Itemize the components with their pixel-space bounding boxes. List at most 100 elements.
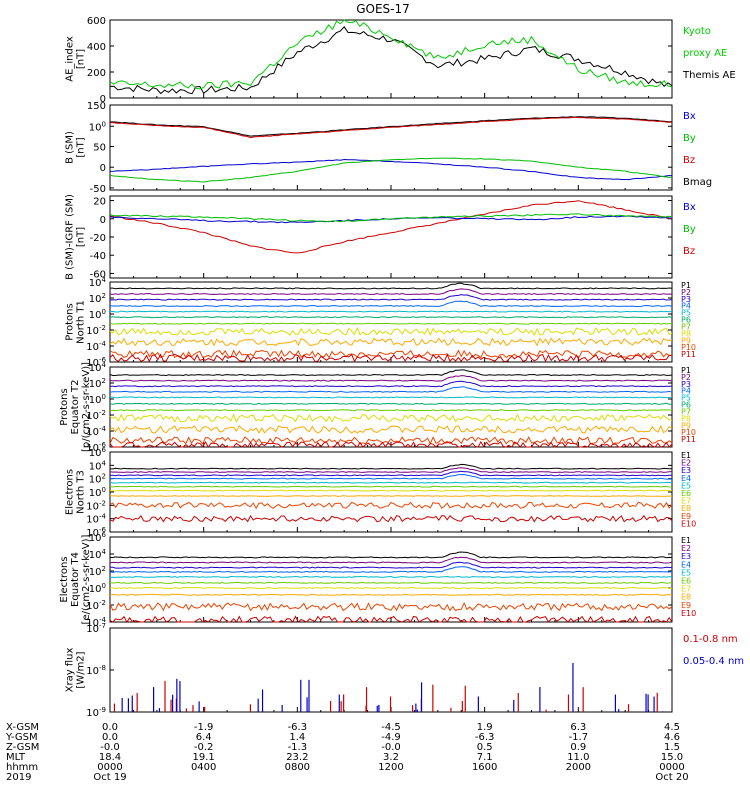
footer-value: -0.0 xyxy=(100,742,120,753)
footer-value: -6.3 xyxy=(475,732,495,743)
legend-entry: P7 xyxy=(681,407,691,416)
legend-entry: E6 xyxy=(681,489,691,498)
flux-channel-line xyxy=(109,473,673,480)
legend-entry: Bx xyxy=(683,202,696,213)
legend-entry: Bz xyxy=(683,155,695,166)
series-line xyxy=(109,19,673,90)
flux-channel-line xyxy=(109,369,673,377)
legend-entry: P6 xyxy=(681,316,691,325)
legend-entry: P10 xyxy=(681,428,696,437)
series-line xyxy=(110,116,673,137)
y-tick-label: 50 xyxy=(93,142,106,153)
y-tick-label: 10-8 xyxy=(86,664,106,677)
y-tick-label: -40 xyxy=(90,251,106,262)
y-tick-label: 106 xyxy=(89,446,107,459)
legend-entry: E10 xyxy=(681,609,696,618)
legend-entry: E5 xyxy=(681,568,691,577)
footer-row-label: MLT xyxy=(6,752,26,763)
y-axis-label: [p/(cm2-s-sr-keV)] xyxy=(81,362,92,452)
flux-channel-line xyxy=(109,402,672,405)
y-tick-label: 0 xyxy=(100,94,106,105)
footer-value: 1.4 xyxy=(289,732,305,743)
footer-value: -1.7 xyxy=(569,732,589,743)
footer-row-label: 2019 xyxy=(6,772,31,783)
flux-channel-line xyxy=(109,615,673,623)
legend-entry: By xyxy=(683,133,696,144)
panel-frame xyxy=(109,366,673,448)
legend-entry: P6 xyxy=(681,401,691,410)
series-line xyxy=(109,158,672,181)
y-tick-label: 102 xyxy=(89,292,106,305)
y-axis-label: AE_index xyxy=(65,36,76,82)
footer-value: 0000 xyxy=(97,762,122,773)
y-tick-label: -60 xyxy=(90,269,106,280)
flux-channel-line xyxy=(109,424,673,434)
flux-channel-line xyxy=(110,463,673,470)
panel-bigrf: -60 -40 -20 0 20 B (SM)-IGRF (SM) [nT] Bx By Bz xyxy=(65,194,696,280)
y-axis-label: Protons xyxy=(59,388,70,425)
legend-entry: P9 xyxy=(681,336,691,345)
footer-value: -1.3 xyxy=(288,742,308,753)
flux-channel-line xyxy=(109,288,673,296)
legend-entry: E4 xyxy=(681,560,691,569)
legend-entry: P10 xyxy=(681,343,696,352)
series-line xyxy=(109,25,673,95)
legend-entry: E10 xyxy=(681,519,696,528)
legend-entry: E3 xyxy=(681,466,691,475)
footer-value: -4.9 xyxy=(381,732,401,743)
flux-channel-line xyxy=(109,489,673,492)
legend-entry: Bmag xyxy=(683,177,712,188)
footer-value: 18.4 xyxy=(99,752,121,763)
y-tick-label: 104 xyxy=(89,459,107,472)
y-axis-label: [nT] xyxy=(76,49,87,69)
flux-channel-line xyxy=(109,501,673,510)
footer-value: 1.5 xyxy=(664,742,680,753)
series-line xyxy=(109,200,673,254)
y-axis-label: B (SM) xyxy=(65,131,76,164)
y-tick-label: 0 xyxy=(100,215,106,226)
y-axis-label: Protons xyxy=(65,303,76,340)
flux-channel-line xyxy=(109,601,673,612)
legend-entry: 0.1-0.8 nm xyxy=(683,634,738,645)
footer-value: 1200 xyxy=(378,762,403,773)
legend-entry: P2 xyxy=(681,288,691,297)
legend-entry: E4 xyxy=(681,474,691,483)
y-axis-label: Equator T2 xyxy=(70,380,81,435)
panel-xray: 10-9 10-8 10-7 Xray flux [W/m2] 0.1-0.8 nm 0.0… xyxy=(65,622,745,719)
legend-entry: Bz xyxy=(683,246,695,257)
legend-entry: E9 xyxy=(681,512,691,521)
footer-value: 6.3 xyxy=(570,722,586,733)
panel-frame xyxy=(109,536,673,623)
y-axis-label: Equator T4 xyxy=(70,552,81,607)
y-tick-label: 10-4 xyxy=(86,513,106,526)
footer-value: 0.0 xyxy=(102,722,118,733)
flux-channel-line xyxy=(109,581,673,584)
y-axis-label: [nT] xyxy=(76,137,87,157)
footer-value: -1.9 xyxy=(194,722,214,733)
y-tick-label: 100 xyxy=(89,308,106,321)
footer-value: -0.0 xyxy=(381,742,401,753)
legend-entry: By xyxy=(683,224,696,235)
y-tick-label: 100 xyxy=(89,486,106,499)
y-tick-label: 600 xyxy=(87,16,106,27)
legend-entry: E2 xyxy=(681,544,691,553)
footer-value: 0000 xyxy=(659,762,684,773)
legend-entry: P1 xyxy=(681,281,691,290)
flux-channel-line xyxy=(110,551,673,559)
y-tick-label: 102 xyxy=(89,473,106,486)
flux-channel-line xyxy=(109,349,673,359)
flux-channel-line xyxy=(109,467,673,473)
footer-value: -6.3 xyxy=(288,722,308,733)
legend-entry: E5 xyxy=(681,481,691,490)
flux-channel-line xyxy=(109,316,673,319)
footer-row-label: Y-GSM xyxy=(5,732,38,743)
footer-value: 2000 xyxy=(566,762,591,773)
footer-value: 23.2 xyxy=(286,752,308,763)
legend-entry: 0.05-0.4 nm xyxy=(683,656,744,667)
legend-entry: E6 xyxy=(681,577,691,586)
flux-channel-line xyxy=(109,514,673,523)
footer-value: 0800 xyxy=(285,762,310,773)
y-tick-label: -20 xyxy=(90,233,106,244)
series-line xyxy=(109,157,673,183)
